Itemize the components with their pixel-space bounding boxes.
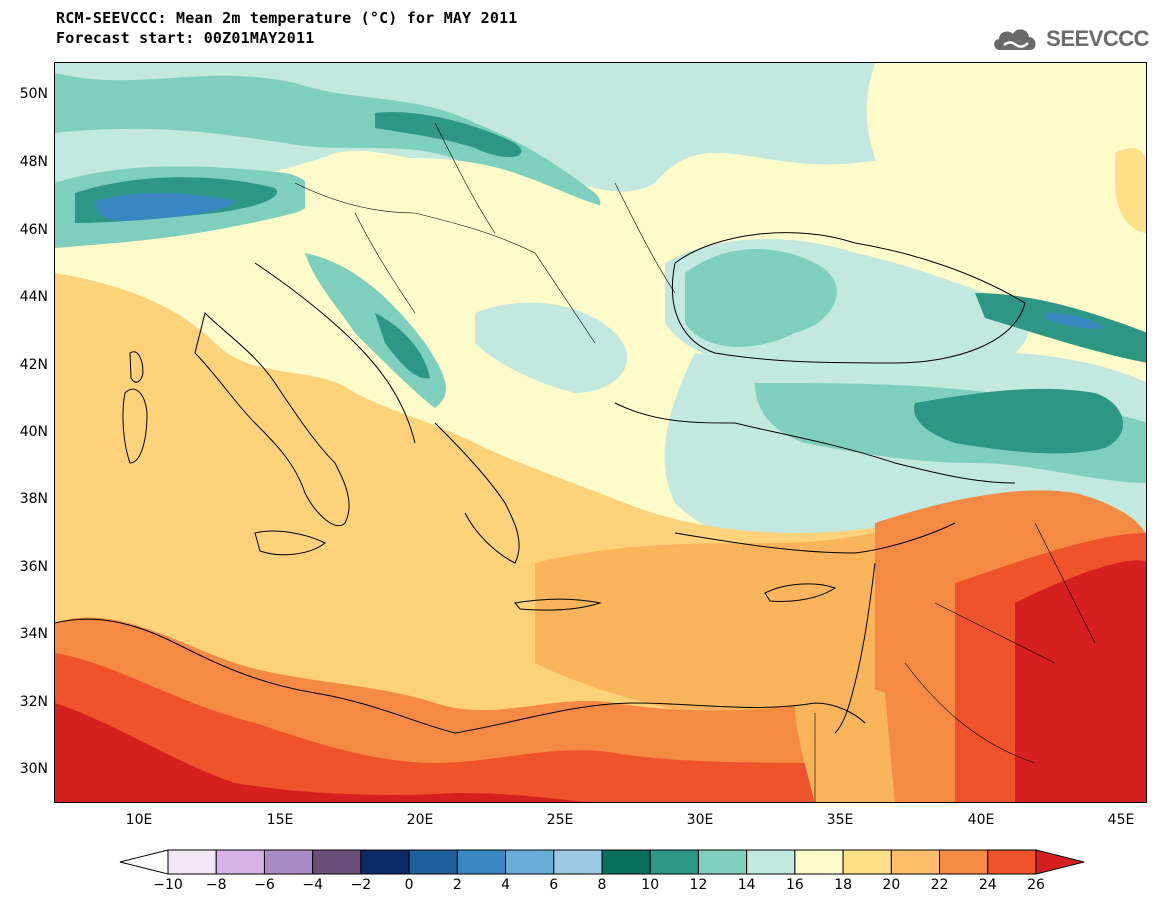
alps-blue	[95, 193, 235, 221]
colorbar-swatch	[167, 849, 217, 875]
colorbar-swatch	[890, 849, 941, 875]
colorbar-swatch	[939, 849, 989, 875]
map-title: RCM-SEEVCCC: Mean 2m temperature (°C) fo…	[56, 9, 518, 27]
latitude-label: 38N	[19, 491, 48, 507]
colorbar-swatch	[601, 849, 651, 875]
latitude-label: 30N	[19, 761, 48, 777]
sicily	[254, 530, 326, 556]
colorbar-label: 24	[978, 877, 997, 893]
colorbar-swatch	[456, 849, 507, 875]
borders	[294, 122, 1096, 802]
latitude-label: 50N	[19, 86, 48, 102]
latitude-label: 48N	[19, 154, 48, 170]
italy-coast	[194, 312, 350, 527]
colorbar-swatch	[408, 849, 458, 875]
east-balkans-cool	[475, 302, 628, 393]
northeast-warm	[1115, 148, 1146, 233]
black-sea-coast	[671, 232, 1026, 364]
latitude-label: 42N	[19, 357, 48, 373]
longitude-label: 25E	[546, 812, 574, 828]
black-sea-core	[685, 249, 837, 347]
colorbar-label: −4	[302, 877, 323, 893]
turkey-coast	[614, 402, 1016, 484]
cyprus	[764, 583, 837, 602]
colorbar-swatch	[794, 849, 844, 875]
northeast-mild	[866, 63, 1146, 303]
sardinia	[122, 388, 148, 464]
eastern-med-warm	[535, 523, 915, 718]
colorbar-swatch	[360, 849, 410, 875]
carpathian-teal-band	[55, 73, 601, 214]
colorbar-high-extension	[1035, 849, 1085, 875]
colorbar-label: 12	[689, 877, 708, 893]
colorbar-label: −10	[153, 877, 183, 893]
levant-coast	[834, 562, 876, 734]
latitude-label: 40N	[19, 424, 48, 440]
colorbar-label: 26	[1027, 877, 1045, 893]
logo-text: SEEVCCC	[1046, 26, 1149, 51]
longitude-label: 30E	[686, 812, 714, 828]
arabia-hottest	[1015, 560, 1146, 802]
temperature-map	[54, 62, 1147, 803]
coastlines	[55, 232, 1026, 734]
colorbar-swatch	[697, 849, 748, 875]
latitude-label: 36N	[19, 559, 48, 575]
colorbar-label: 4	[501, 877, 511, 893]
turkey-south-coast	[674, 522, 956, 554]
map-canvas	[55, 63, 1146, 802]
balkans-dark	[375, 313, 430, 379]
colorbar-label: 8	[597, 877, 607, 893]
north-africa-hotter	[55, 653, 875, 802]
colorbar-swatch	[312, 849, 362, 875]
colorbar-label: −8	[205, 877, 227, 893]
colorbar-swatch	[505, 849, 555, 875]
colorbar-swatch	[263, 849, 314, 875]
carpathian-dark-band	[375, 112, 522, 158]
egypt-mild	[795, 688, 895, 802]
corsica	[129, 351, 144, 383]
seevccc-logo: SEEVCCC	[990, 24, 1149, 54]
colorbar-label: 20	[882, 877, 901, 893]
caucasus-blue	[1045, 313, 1105, 329]
colorbar-label: 16	[785, 877, 804, 893]
colorbar-swatch	[553, 849, 603, 875]
crete	[514, 598, 602, 611]
colorbar-label: 10	[641, 877, 660, 893]
colorbar-swatch	[842, 849, 892, 875]
longitude-label: 20E	[406, 812, 434, 828]
colorbar-label: 18	[834, 877, 853, 893]
greece-coast	[434, 422, 520, 564]
caucasus-teal	[975, 293, 1146, 363]
anatolia-dark	[914, 388, 1124, 454]
forecast-start-subtitle: Forecast start: 00Z01MAY2011	[56, 29, 315, 47]
cloud-icon	[994, 29, 1036, 50]
latitude-label: 46N	[19, 222, 48, 238]
latitude-label: 32N	[19, 694, 48, 710]
adriatic-coast	[254, 262, 416, 444]
colorbar-swatch	[746, 849, 796, 875]
colorbar-swatch	[649, 849, 699, 875]
colorbar-low-extension	[119, 849, 169, 875]
latitude-label: 34N	[19, 626, 48, 642]
temperature-colorbar	[119, 849, 1085, 875]
colorbar-label: −6	[254, 877, 275, 893]
longitude-label: 35E	[826, 812, 854, 828]
colorbar-label: 0	[404, 877, 414, 893]
latitude-label: 44N	[19, 289, 48, 305]
longitude-label: 10E	[125, 812, 153, 828]
north-africa-hottest	[55, 703, 586, 802]
longitude-label: 45E	[1107, 812, 1135, 828]
colorbar-swatch	[215, 849, 265, 875]
colorbar-label: 22	[930, 877, 949, 893]
longitude-label: 15E	[266, 812, 294, 828]
colorbar-label: 2	[452, 877, 462, 893]
colorbar-swatch	[987, 849, 1037, 875]
africa-coast	[55, 618, 866, 734]
colorbar-label: 14	[737, 877, 756, 893]
longitude-label: 40E	[967, 812, 995, 828]
colorbar-label: 6	[549, 877, 559, 893]
colorbar-label: −2	[350, 877, 372, 893]
